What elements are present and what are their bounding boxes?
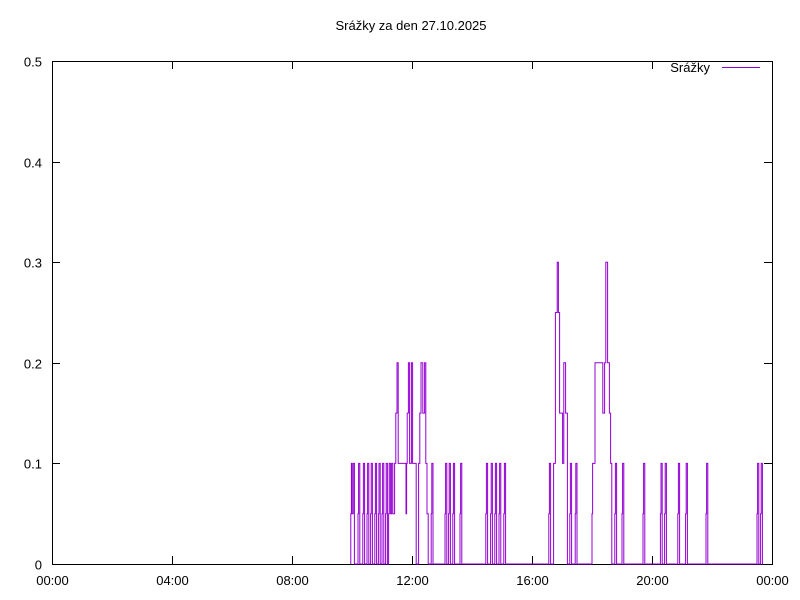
- y-tick-label: 0.1: [24, 457, 42, 472]
- axis-ticks: 0 0.1 0.2 0.3 0.4 0.5 00:00 04:00 08:00 12:00 16:0…: [24, 55, 789, 589]
- x-tick-label: 00:00: [36, 573, 69, 588]
- y-tick-label: 0: [35, 558, 42, 573]
- y-tick-label: 0.3: [24, 256, 42, 271]
- legend: Srážky: [670, 60, 760, 75]
- y-tick-label: 0.2: [24, 357, 42, 372]
- y-tick-label: 0.5: [24, 55, 42, 70]
- chart-title: Srážky za den 27.10.2025: [335, 18, 486, 33]
- series-group: [350, 261, 763, 565]
- x-tick-label: 12:00: [396, 573, 429, 588]
- plot-frame: [52, 61, 773, 565]
- legend-label: Srážky: [670, 60, 710, 75]
- x-tick-label: 04:00: [156, 573, 189, 588]
- x-tick-label: 20:00: [636, 573, 669, 588]
- x-tick-label: 08:00: [276, 573, 309, 588]
- x-tick-label: 16:00: [516, 573, 549, 588]
- series-line: [350, 261, 763, 565]
- x-tick-label: 00:00: [756, 573, 789, 588]
- y-tick-label: 0.4: [24, 156, 42, 171]
